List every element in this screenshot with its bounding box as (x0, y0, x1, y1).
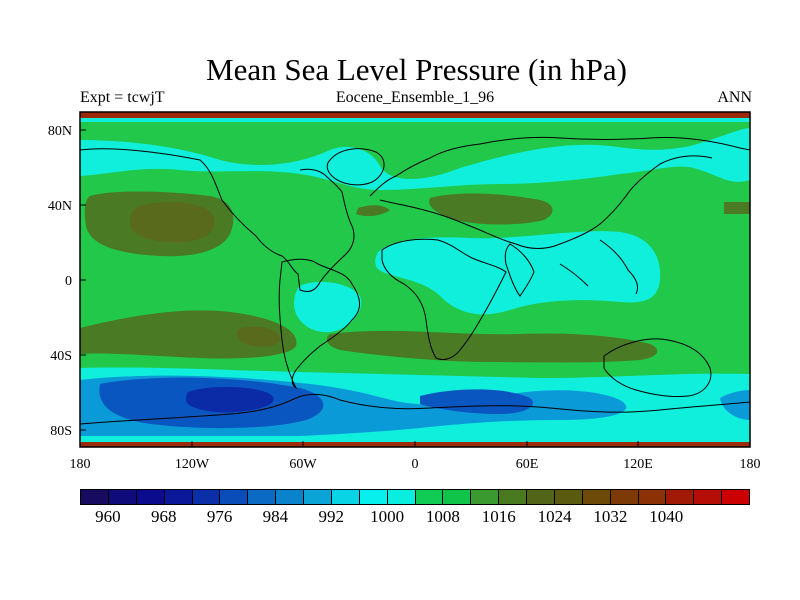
greenland-coast (326, 148, 385, 186)
colorbar-swatch (359, 490, 388, 504)
eurasia-coast (369, 136, 750, 249)
south-pacific-high (80, 310, 297, 359)
ensemble-label: Eocene_Ensemble_1_96 (335, 89, 495, 106)
colorbar-swatch (694, 490, 723, 504)
colorbar-swatch (387, 490, 416, 504)
lat-label-0: 0 (65, 274, 72, 289)
colorbar-label: 1032 (593, 507, 628, 526)
colorbar-swatch (192, 490, 221, 504)
colorbar-swatch (108, 490, 137, 504)
south-atlantic-indian-high (326, 330, 658, 363)
colorbar-label: 960 (95, 507, 121, 526)
lon-label-60e: 60E (516, 457, 539, 472)
australia-coast (603, 338, 712, 397)
season-label: ANN (717, 89, 752, 106)
lon-label-180w: 180 (70, 457, 91, 472)
lon-label-120w: 120W (175, 457, 210, 472)
axis-ticks (79, 129, 751, 447)
north-polar-cyan-band (80, 118, 750, 122)
lon-label-180e: 180 (740, 457, 761, 472)
map-title: Mean Sea Level Pressure (in hPa) (206, 52, 627, 87)
colorbar-swatch (304, 490, 332, 504)
south-pacific-high-inner (236, 326, 281, 347)
colorbar-label: 976 (206, 507, 233, 526)
colorbar-swatch (81, 490, 109, 504)
colorbar-swatch (415, 490, 444, 504)
colorbar-swatch (722, 490, 749, 504)
colorbar-swatch (136, 490, 165, 504)
lat-label-80s: 80S (50, 424, 72, 439)
colorbar-swatch (276, 490, 304, 504)
colorbar-label: 992 (318, 507, 345, 526)
colorbar-swatch (554, 490, 583, 504)
southeast-indian-low (720, 390, 750, 420)
lon-label-120e: 120E (623, 457, 653, 472)
lon-label-60w: 60W (289, 457, 317, 472)
lon-label-0: 0 (412, 457, 419, 472)
latitude-labels: 80N 40N 0 40S 80S (48, 124, 72, 439)
mediterranean-high (429, 193, 553, 225)
colorbar-swatch (527, 490, 555, 504)
southeast-asia-coast (559, 239, 639, 295)
colorbar-label: 984 (262, 507, 289, 526)
pressure-field (80, 112, 750, 447)
north-america-coast (80, 148, 355, 293)
colorbar-label: 1024 (537, 507, 572, 526)
colorbar-swatch (582, 490, 611, 504)
longitude-labels: 180 120W 60W 0 60E 120E 180 (70, 457, 761, 472)
colorbar-swatch (164, 490, 193, 504)
south-america-low (294, 281, 362, 333)
arctic-low-region (80, 128, 750, 190)
colorbar-swatch (331, 490, 360, 504)
south-polar-cyan-band (80, 436, 750, 442)
europe-high (356, 205, 390, 217)
colorbar-swatch (638, 490, 667, 504)
colorbar-swatch (666, 490, 695, 504)
colorbar-swatch (471, 490, 500, 504)
africa-asia-low (375, 231, 661, 315)
experiment-label: Expt = tcwjT (80, 89, 165, 106)
deep-low-core (186, 386, 274, 413)
north-pacific-high-inner (129, 202, 215, 243)
colorbar (80, 489, 750, 505)
lat-label-40s: 40S (50, 349, 72, 364)
lat-label-80n: 80N (48, 124, 72, 139)
colorbar-label: 1008 (425, 507, 460, 526)
colorbar-label: 1016 (481, 507, 516, 526)
lat-label-40n: 40N (48, 199, 72, 214)
coastlines (80, 136, 750, 425)
colorbar-label: 1040 (649, 507, 684, 526)
colorbar-label: 1000 (370, 507, 405, 526)
antarctica-coast (80, 393, 750, 425)
south-america-coast (278, 258, 360, 390)
africa-coast (381, 238, 507, 361)
colorbar-swatch (248, 490, 277, 504)
colorbar-label: 968 (151, 507, 177, 526)
north-polar-band (80, 112, 750, 118)
colorbar-swatch (610, 490, 639, 504)
colorbar-swatch (443, 490, 472, 504)
india-coast (504, 243, 535, 297)
colorbar-swatch (499, 490, 527, 504)
northeast-pacific-high (724, 202, 750, 214)
colorbar-swatch (220, 490, 249, 504)
south-atlantic-lowest-region (420, 389, 534, 414)
